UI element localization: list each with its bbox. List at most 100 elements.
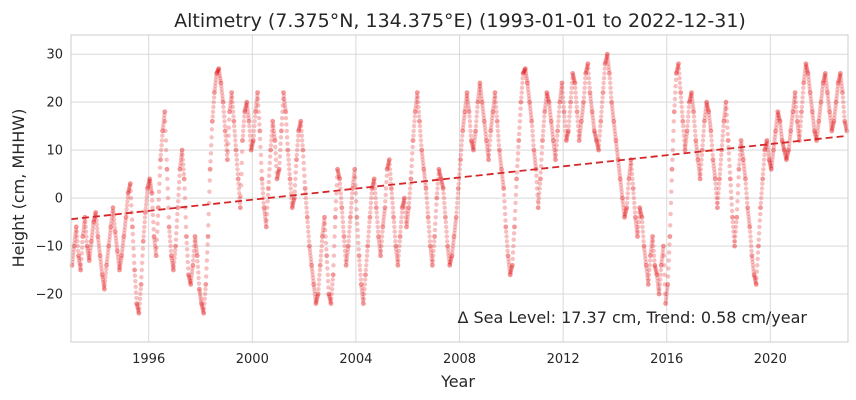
data-point-interp [187, 275, 192, 281]
data-point-interp [650, 239, 656, 244]
data-point-interp [643, 259, 648, 265]
data-point-interp [724, 112, 729, 118]
data-point-interp [766, 151, 771, 156]
data-point-interp [533, 160, 538, 166]
data-point [287, 176, 293, 182]
data-point-interp [426, 219, 431, 225]
data-point-interp [472, 141, 477, 146]
data-point-interp [189, 269, 195, 274]
data-point [803, 61, 809, 67]
data-point [192, 234, 198, 239]
data-point-interp [168, 243, 173, 249]
data-point-interp [337, 181, 343, 186]
data-point-interp [511, 237, 516, 242]
data-point-interp [546, 98, 551, 103]
data-point-interp [784, 155, 789, 161]
data-point-interp [513, 192, 519, 198]
data-point-interp [352, 175, 358, 180]
data-point [134, 301, 140, 306]
data-point [661, 243, 666, 249]
data-point-interp [97, 250, 102, 255]
x-axis-label: Year [440, 372, 475, 391]
data-point-interp [807, 84, 812, 89]
data-point-interp [70, 253, 76, 258]
data-point-interp [258, 152, 264, 158]
data-point-interp [797, 128, 803, 134]
data-point [738, 138, 744, 143]
data-point-interp [461, 122, 466, 127]
data-point-interp [427, 234, 432, 239]
data-point-interp [686, 114, 691, 119]
data-point [630, 186, 636, 191]
data-point [579, 118, 584, 124]
data-point-interp [509, 264, 515, 269]
data-point [443, 214, 448, 220]
data-point [199, 301, 204, 306]
data-point-interp [683, 141, 688, 146]
data-point-interp [253, 106, 258, 111]
data-point-interp [455, 200, 460, 206]
data-point-interp [648, 250, 653, 255]
data-point-interp [242, 114, 247, 119]
data-point-interp [701, 123, 707, 129]
data-point [138, 282, 144, 287]
data-point-interp [238, 183, 244, 188]
data-point-interp [159, 147, 164, 153]
data-point [414, 90, 420, 95]
data-point-interp [575, 123, 581, 129]
data-point [341, 234, 347, 239]
data-point-interp [343, 253, 348, 258]
data-point-interp [137, 301, 142, 306]
data-point-interp [685, 119, 691, 124]
data-point-interp [800, 95, 805, 100]
data-point-interp [236, 186, 242, 191]
data-point-interp [491, 103, 496, 108]
data-point-interp [125, 199, 130, 204]
data-point-interp [292, 189, 297, 194]
data-point-interp [412, 114, 417, 119]
data-point-interp [98, 256, 103, 262]
data-point-interp [651, 248, 656, 254]
data-point [93, 210, 99, 215]
data-point-interp [818, 103, 823, 108]
data-point [233, 147, 239, 153]
data-point-interp [822, 76, 827, 81]
data-point [620, 195, 625, 201]
data-point-interp [305, 219, 310, 225]
data-point [684, 128, 690, 134]
data-point-interp [180, 157, 185, 162]
data-point-interp [530, 133, 535, 138]
data-point-interp [450, 243, 456, 249]
data-point-interp [526, 93, 532, 99]
data-point-interp [287, 171, 292, 177]
data-point [240, 138, 245, 143]
data-point-interp [574, 100, 579, 105]
data-point-interp [160, 125, 166, 130]
data-point-interp [198, 296, 203, 301]
data-point-interp [235, 167, 240, 172]
data-point-interp [241, 128, 246, 134]
data-point-interp [142, 224, 147, 230]
data-point [291, 195, 297, 201]
data-point-interp [714, 195, 719, 201]
data-point-interp [261, 200, 266, 206]
data-point-interp [696, 160, 701, 166]
data-point [829, 128, 835, 134]
data-point-interp [443, 219, 448, 225]
data-point-interp [411, 133, 416, 138]
data-point-interp [679, 109, 685, 115]
data-point-interp [150, 205, 155, 210]
data-point-interp [84, 234, 89, 239]
data-point-interp [327, 293, 332, 298]
data-point-interp [305, 224, 311, 230]
data-point-interp [751, 266, 756, 271]
data-point [179, 147, 185, 153]
data-point-interp [315, 293, 320, 298]
data-point-interp [493, 100, 498, 105]
data-point-interp [102, 279, 108, 284]
data-point-interp [566, 119, 572, 124]
data-point [501, 186, 507, 191]
data-point-interp [586, 66, 591, 71]
data-point-interp [762, 152, 767, 158]
data-point-interp [381, 215, 387, 220]
